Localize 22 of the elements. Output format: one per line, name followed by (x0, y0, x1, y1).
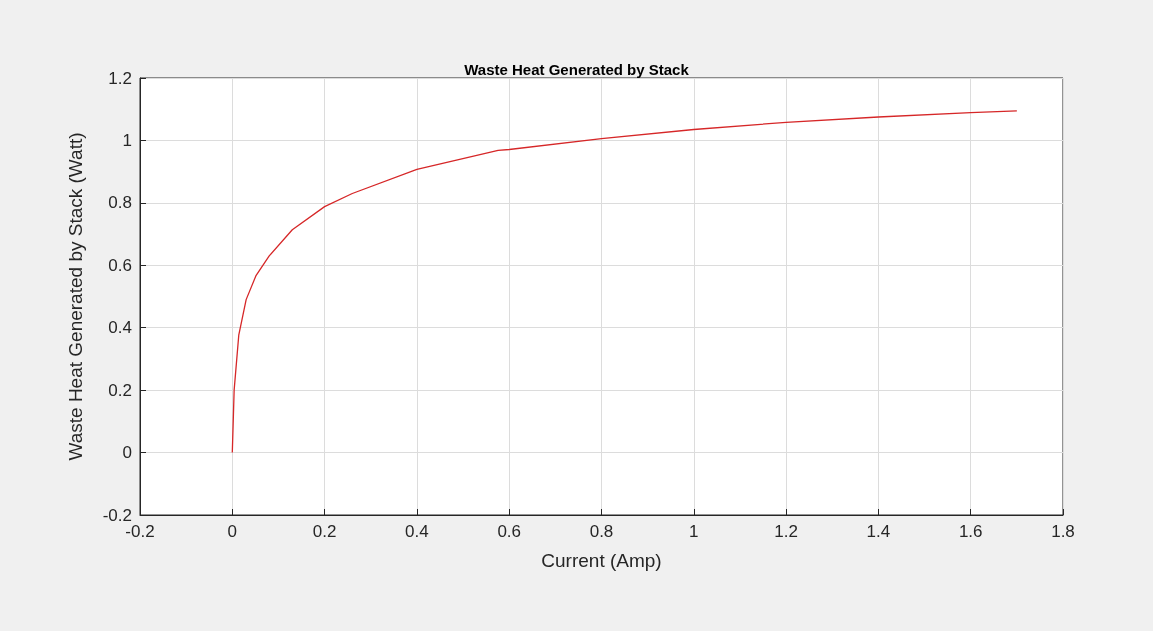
x-tick-label: 0.2 (312, 522, 337, 541)
chart-title: Waste Heat Generated by Stack (464, 61, 690, 78)
y-tick-label: -0.2 (102, 505, 132, 525)
y-tick-label: 0.2 (108, 380, 132, 400)
x-tick-label: 1.6 (958, 522, 983, 541)
x-tick-label: 1.4 (866, 522, 891, 541)
x-tick-label: 0.6 (497, 522, 522, 541)
y-tick-label: 0.6 (108, 255, 132, 275)
x-tick-label: 1 (689, 522, 699, 541)
y-tick-label: 0.8 (108, 193, 132, 213)
y-axis-title: Waste Heat Generated by Stack (Watt) (65, 132, 86, 461)
y-tick-label: 0 (122, 443, 132, 463)
x-tick-label: 1.8 (1051, 522, 1075, 541)
x-axis-title: Current (Amp) (541, 550, 662, 571)
y-tick-label: 1 (122, 130, 132, 150)
x-tick-label: 0.4 (405, 522, 429, 541)
line-series (231, 110, 1018, 454)
x-tick-label: 0 (227, 522, 238, 541)
y-tick-label: 1.2 (108, 68, 132, 88)
x-tick-label: 0.8 (589, 522, 614, 541)
x-tick-label: 1.2 (774, 522, 798, 541)
y-tick-label: 0.4 (108, 318, 132, 338)
